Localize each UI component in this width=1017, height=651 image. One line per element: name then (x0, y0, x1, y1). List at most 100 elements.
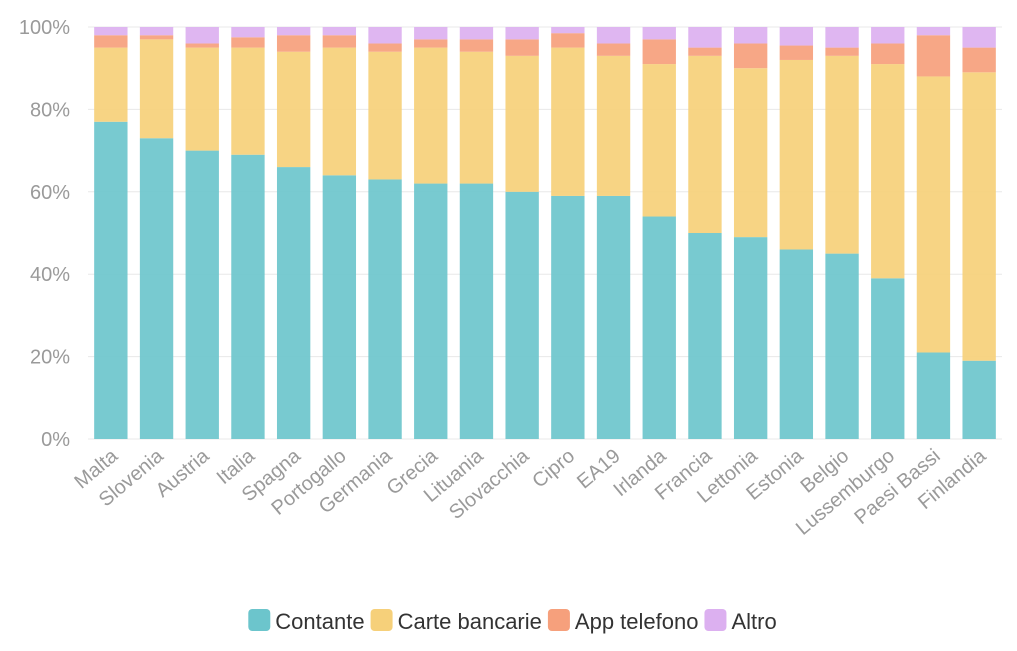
bar-segment (185, 150, 219, 439)
bar-segment (505, 27, 539, 40)
bar-segment (505, 191, 539, 439)
bar-segment (733, 237, 768, 439)
legend-swatch (547, 609, 570, 631)
bar-segment (871, 43, 905, 65)
bar-segment (962, 72, 996, 361)
bar-segment (596, 43, 631, 56)
legend-item: App telefono (547, 609, 699, 634)
legend-item: Carte bancarie (370, 609, 542, 634)
bar-segment (276, 167, 311, 439)
bar-segment (139, 35, 174, 40)
bar-segment (688, 47, 722, 56)
bar-segment (916, 352, 951, 439)
bar-segment (779, 59, 814, 250)
bar-segment (322, 27, 357, 36)
bar-segment (962, 27, 996, 48)
bar-segment (688, 27, 722, 48)
bar-segment (94, 27, 128, 36)
bar-segment (414, 27, 448, 40)
bar-segment (322, 175, 357, 439)
bar-segment (368, 51, 402, 180)
bar-segment (596, 55, 631, 196)
bars (94, 27, 996, 440)
bar-segment (733, 27, 768, 44)
legend-label: Contante (275, 609, 364, 634)
bar-segment (459, 39, 494, 52)
bar-segment (94, 121, 128, 439)
bar-segment (642, 64, 676, 217)
bar-segment (459, 27, 494, 40)
bar-segment (505, 39, 539, 56)
bar-segment (916, 27, 951, 36)
bar-segment (642, 27, 676, 40)
bar-segment (871, 64, 905, 279)
bar-segment (596, 27, 631, 44)
legend-item: Contante (248, 609, 365, 634)
legend-item: Altro (704, 609, 777, 634)
bar-segment (185, 27, 219, 44)
bar-segment (276, 35, 311, 52)
y-tick-label: 100% (19, 17, 70, 39)
bar-segment (551, 195, 585, 439)
legend-label: Carte bancarie (398, 609, 542, 634)
y-tick-label: 0% (41, 429, 70, 451)
bar-segment (276, 27, 311, 36)
bar-segment (368, 27, 402, 44)
bar-segment (139, 39, 174, 139)
legend: Contante Carte bancarie App telefono Altro (248, 609, 777, 634)
bar-segment (916, 35, 951, 77)
bar-segment (414, 47, 448, 184)
bar-segment (962, 47, 996, 73)
bar-segment (139, 27, 174, 36)
y-tick-label: 60% (30, 182, 70, 204)
bar-segment (596, 195, 631, 439)
bar-segment (642, 216, 676, 439)
bar-segment (551, 47, 585, 196)
bar-segment (459, 183, 494, 439)
bar-segment (871, 27, 905, 44)
bar-segment (414, 39, 448, 48)
bar-segment (185, 47, 219, 151)
bar-segment (642, 39, 676, 65)
legend-swatch (248, 609, 271, 631)
x-tick-label: Austria (152, 444, 214, 501)
legend-swatch (370, 609, 393, 631)
bar-segment (733, 43, 768, 69)
y-axis-ticks: 0% 20% 40% 60% 80% 100% (19, 17, 70, 451)
bar-segment (368, 43, 402, 52)
bar-segment (185, 43, 219, 48)
x-tick-label: Cipro (528, 445, 579, 493)
legend-swatch (704, 609, 727, 631)
legend-label: Altro (731, 609, 776, 634)
bar-segment (779, 249, 814, 439)
bar-segment (962, 360, 996, 439)
bar-segment (231, 37, 265, 48)
bar-segment (871, 278, 905, 439)
bar-segment (414, 183, 448, 439)
y-tick-label: 80% (30, 99, 70, 121)
bar-segment (688, 55, 722, 234)
legend-label: App telefono (575, 609, 699, 634)
gridlines (88, 26, 1002, 440)
bar-segment (231, 47, 265, 155)
bar-segment (733, 68, 768, 238)
y-tick-label: 20% (30, 347, 70, 369)
bar-segment (505, 55, 539, 192)
bar-segment (139, 138, 174, 440)
bar-segment (551, 27, 585, 34)
bar-segment (231, 154, 265, 439)
bar-segment (551, 33, 585, 48)
y-tick-label: 40% (30, 264, 70, 286)
bar-segment (368, 179, 402, 439)
bar-segment (825, 253, 859, 439)
bar-segment (94, 35, 128, 48)
bar-segment (825, 47, 859, 56)
bar-segment (322, 47, 357, 176)
bar-segment (688, 233, 722, 439)
bar-segment (94, 47, 128, 122)
bar-segment (231, 27, 265, 38)
bar-segment (459, 51, 494, 184)
bar-segment (825, 55, 859, 254)
